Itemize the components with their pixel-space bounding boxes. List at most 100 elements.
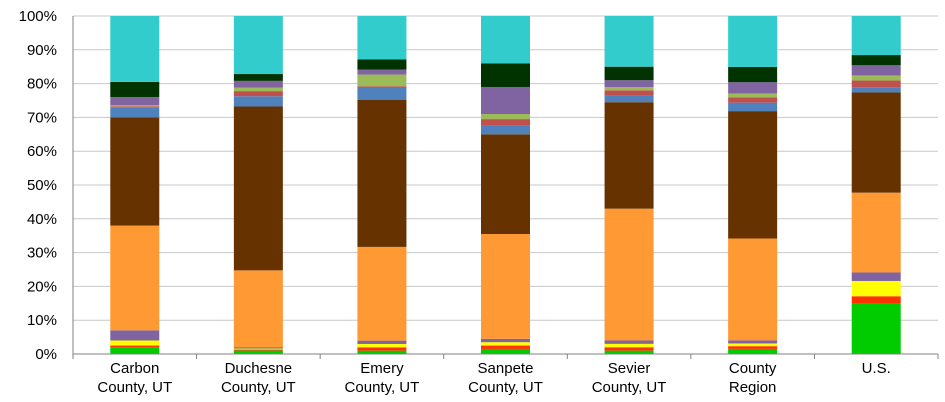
bar-segment — [604, 66, 654, 81]
bar-segment — [851, 87, 901, 93]
x-category-label: Sevier County, UT — [592, 360, 667, 396]
bar-segment — [233, 80, 283, 88]
bar-segment — [728, 66, 778, 83]
bar-segment — [110, 105, 160, 107]
bar-segment — [481, 16, 530, 64]
bar-segment — [604, 208, 654, 341]
bar-segment — [604, 90, 654, 96]
bar-segment — [728, 102, 778, 112]
axes — [72, 16, 939, 359]
bars — [110, 16, 901, 354]
bar-segment — [233, 106, 283, 271]
bar-segment — [357, 343, 407, 348]
bar-segment — [357, 87, 407, 100]
bar-segment — [604, 95, 654, 103]
bar-segment — [604, 16, 654, 67]
y-tick-label: 70% — [27, 109, 57, 126]
y-tick-label: 90% — [27, 42, 57, 59]
bar-segment — [851, 280, 901, 297]
x-category-labels: Carbon County, UT Duchesne County, UT Emery C… — [97, 360, 890, 396]
bar-segment — [728, 111, 778, 239]
bar-segment — [851, 75, 901, 81]
bar-segment — [604, 350, 654, 354]
bar-segment — [110, 107, 160, 118]
bar-segment — [728, 93, 778, 98]
bar-segment — [233, 350, 283, 354]
x-category-label: Carbon County, UT — [97, 360, 172, 396]
bar-segment — [110, 340, 160, 346]
bar-segment — [728, 340, 778, 344]
bar-segment — [233, 349, 283, 351]
bar-segment — [110, 347, 160, 354]
y-tick-label: 100% — [19, 8, 57, 25]
bar-segment — [481, 345, 530, 349]
bar-segment — [604, 343, 654, 348]
bar-segment — [233, 87, 283, 92]
bar-segment — [851, 16, 901, 56]
bar-segment — [604, 347, 654, 351]
bar-segment — [357, 246, 407, 341]
bar-segment — [481, 134, 530, 235]
bar-segment — [357, 74, 407, 87]
bar-segment — [110, 117, 160, 226]
bar-segment — [110, 106, 160, 108]
y-tick-label: 80% — [27, 76, 57, 93]
bar-segment — [357, 350, 407, 354]
x-category-label: U.S. — [862, 360, 891, 377]
bar-segment — [357, 86, 407, 88]
bar-segment — [728, 348, 778, 354]
bar-segment — [481, 63, 530, 87]
x-category-label: Duchesne County, UT — [221, 360, 296, 396]
bar-segment — [110, 225, 160, 331]
bar-segment — [728, 82, 778, 94]
y-tick-label: 60% — [27, 143, 57, 160]
bar-segment — [233, 348, 283, 350]
bar-segment — [357, 59, 407, 70]
y-tick-label: 30% — [27, 245, 57, 262]
bar-segment — [851, 92, 901, 193]
bar-segment — [357, 69, 407, 75]
bar-segment — [481, 125, 530, 135]
bar-segment — [233, 96, 283, 107]
bar-segment — [481, 114, 530, 120]
bar-segment — [728, 343, 778, 347]
bar-segment — [851, 80, 901, 88]
bar-segment — [851, 296, 901, 304]
bar-segment — [110, 97, 160, 106]
y-tick-label: 20% — [27, 278, 57, 295]
bar-segment — [233, 270, 283, 348]
x-category-label: Emery County, UT — [345, 360, 420, 396]
bar-segment — [481, 234, 530, 339]
bar-segment — [233, 347, 283, 349]
y-tick-label: 0% — [35, 346, 57, 363]
bar-segment — [851, 272, 901, 281]
bar-segment — [110, 81, 160, 98]
bar-segment — [728, 97, 778, 103]
y-tick-label: 40% — [27, 211, 57, 228]
bar-segment — [233, 16, 283, 75]
bar-segment — [728, 238, 778, 341]
bar-segment — [481, 338, 530, 343]
bar-segment — [851, 55, 901, 66]
bar-segment — [481, 342, 530, 346]
y-tick-label: 10% — [27, 312, 57, 329]
bar-segment — [481, 86, 530, 115]
bar-segment — [481, 348, 530, 354]
y-tick-label: 50% — [27, 177, 57, 194]
bar-segment — [357, 340, 407, 344]
bar-segment — [233, 91, 283, 97]
x-category-label: Sanpete County, UT — [468, 360, 543, 396]
bar-segment — [604, 86, 654, 91]
x-category-label: County Region — [729, 360, 777, 396]
bar-segment — [110, 330, 160, 341]
bar-segment — [851, 192, 901, 273]
bar-segment — [357, 16, 407, 60]
bar-segment — [357, 347, 407, 351]
bar-segment — [604, 102, 654, 209]
bar-segment — [728, 16, 778, 67]
bar-segment — [851, 303, 901, 354]
bar-segment — [851, 65, 901, 76]
bar-segment — [604, 80, 654, 87]
